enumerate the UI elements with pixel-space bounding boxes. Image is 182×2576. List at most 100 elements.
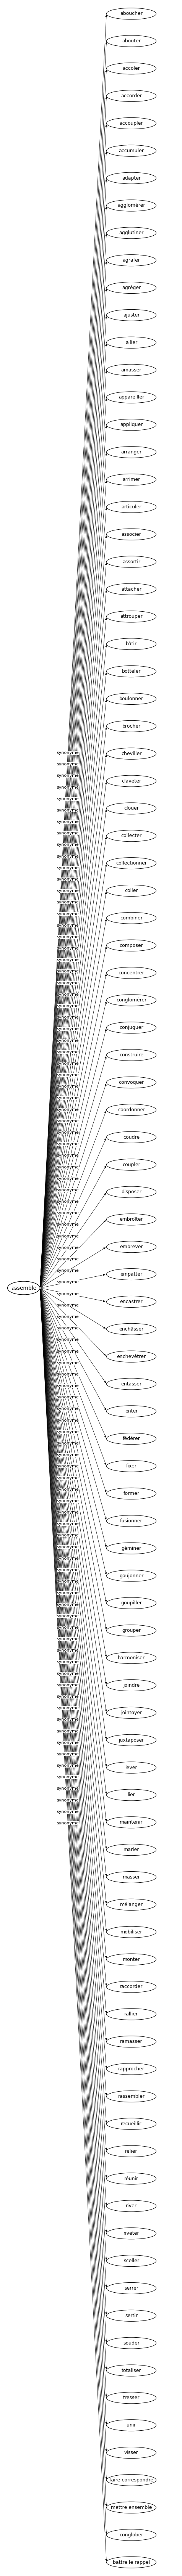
- Text: bâtir: bâtir: [125, 641, 137, 647]
- Text: réunir: réunir: [124, 2177, 138, 2182]
- Text: synonyme: synonyme: [57, 912, 79, 917]
- Text: fusionner: fusionner: [120, 1517, 142, 1522]
- Ellipse shape: [106, 90, 156, 100]
- Ellipse shape: [106, 1077, 156, 1087]
- Text: conglober: conglober: [119, 2532, 143, 2537]
- Ellipse shape: [106, 2117, 156, 2130]
- Text: synonyme: synonyme: [57, 1798, 79, 1803]
- Ellipse shape: [106, 2035, 156, 2048]
- Text: amasser: amasser: [121, 368, 141, 374]
- Text: embroîter: embroîter: [119, 1216, 143, 1221]
- Text: synonyme: synonyme: [57, 1234, 79, 1239]
- Ellipse shape: [7, 1280, 40, 1296]
- Text: géminer: géminer: [121, 1546, 141, 1551]
- Ellipse shape: [106, 118, 156, 129]
- Text: synonyme: synonyme: [57, 1154, 79, 1157]
- Text: synonyme: synonyme: [57, 1638, 79, 1641]
- Ellipse shape: [106, 1296, 156, 1309]
- Ellipse shape: [106, 858, 156, 868]
- Ellipse shape: [106, 8, 156, 21]
- Text: faire correspondre: faire correspondre: [109, 2478, 153, 2483]
- Text: synonyme: synonyme: [57, 855, 79, 858]
- Text: fédérer: fédérer: [122, 1437, 140, 1440]
- Text: attacher: attacher: [121, 587, 141, 592]
- Ellipse shape: [106, 829, 156, 842]
- Text: synonyme: synonyme: [57, 1430, 79, 1435]
- Text: composer: composer: [119, 943, 143, 948]
- Text: synonyme: synonyme: [57, 1752, 79, 1757]
- Ellipse shape: [106, 420, 156, 430]
- Text: mobiliser: mobiliser: [120, 1929, 142, 1935]
- Text: assemble: assemble: [11, 1285, 36, 1291]
- Text: synonyme: synonyme: [57, 1592, 79, 1595]
- Text: synonyme: synonyme: [57, 935, 79, 938]
- Text: synonyme: synonyme: [57, 1061, 79, 1066]
- Ellipse shape: [106, 1432, 156, 1445]
- Text: synonyme: synonyme: [57, 1350, 79, 1352]
- Ellipse shape: [106, 2282, 156, 2295]
- Text: concentrer: concentrer: [118, 971, 144, 976]
- Ellipse shape: [106, 2174, 156, 2184]
- Text: synonyme: synonyme: [57, 925, 79, 927]
- Text: appliquer: appliquer: [120, 422, 142, 428]
- Text: enchevêtrer: enchevêtrer: [116, 1355, 146, 1360]
- Ellipse shape: [106, 392, 156, 402]
- Text: monter: monter: [122, 1958, 140, 1963]
- Ellipse shape: [106, 2063, 156, 2074]
- Ellipse shape: [106, 363, 156, 376]
- Text: entasser: entasser: [121, 1381, 141, 1386]
- Ellipse shape: [106, 2200, 156, 2213]
- Ellipse shape: [106, 1324, 156, 1334]
- Text: boulonner: boulonner: [119, 696, 143, 701]
- Ellipse shape: [106, 1267, 156, 1280]
- Text: synonyme: synonyme: [57, 1097, 79, 1100]
- Ellipse shape: [106, 173, 156, 183]
- Text: ajuster: ajuster: [123, 312, 139, 317]
- Text: synonyme: synonyme: [57, 1510, 79, 1515]
- Ellipse shape: [106, 1651, 156, 1664]
- Text: synonyme: synonyme: [57, 1811, 79, 1814]
- Text: enchâsser: enchâsser: [119, 1327, 143, 1332]
- Ellipse shape: [106, 528, 156, 541]
- Text: synonyme: synonyme: [57, 750, 79, 755]
- Text: associer: associer: [121, 531, 141, 536]
- Ellipse shape: [106, 2311, 156, 2321]
- Text: river: river: [126, 2202, 136, 2208]
- Ellipse shape: [106, 1489, 156, 1499]
- Text: synonyme: synonyme: [57, 1728, 79, 1734]
- Ellipse shape: [106, 1844, 156, 1855]
- Ellipse shape: [106, 1406, 156, 1417]
- Text: convoquer: convoquer: [118, 1079, 144, 1084]
- Text: synonyme: synonyme: [57, 1327, 79, 1329]
- Text: claveter: claveter: [121, 778, 141, 783]
- Text: synonyme: synonyme: [57, 1788, 79, 1790]
- Text: coordonner: coordonner: [117, 1108, 145, 1113]
- Text: synonyme: synonyme: [57, 1291, 79, 1296]
- Text: synonyme: synonyme: [57, 969, 79, 974]
- Ellipse shape: [106, 1899, 156, 1911]
- Text: synonyme: synonyme: [57, 1602, 79, 1607]
- Text: sertir: sertir: [125, 2313, 137, 2318]
- Text: synonyme: synonyme: [57, 1337, 79, 1342]
- Text: arrimer: arrimer: [122, 477, 140, 482]
- Text: relier: relier: [125, 2148, 137, 2154]
- Text: synonyme: synonyme: [57, 1466, 79, 1468]
- Text: unir: unir: [126, 2424, 136, 2427]
- Ellipse shape: [106, 1213, 156, 1226]
- Ellipse shape: [106, 1708, 156, 1718]
- Text: juxtaposer: juxtaposer: [118, 1739, 144, 1741]
- Ellipse shape: [106, 1597, 156, 1610]
- Ellipse shape: [106, 1680, 156, 1690]
- Text: synonyme: synonyme: [57, 1821, 79, 1826]
- Ellipse shape: [106, 2365, 156, 2375]
- Ellipse shape: [106, 446, 156, 459]
- Ellipse shape: [106, 1762, 156, 1772]
- Ellipse shape: [106, 337, 156, 348]
- Text: tresser: tresser: [123, 2396, 139, 2401]
- Text: synonyme: synonyme: [57, 1038, 79, 1043]
- Text: agréger: agréger: [122, 286, 141, 291]
- Text: synonyme: synonyme: [57, 1131, 79, 1133]
- Ellipse shape: [106, 2254, 156, 2267]
- Ellipse shape: [106, 2009, 156, 2020]
- Text: serrer: serrer: [124, 2285, 138, 2290]
